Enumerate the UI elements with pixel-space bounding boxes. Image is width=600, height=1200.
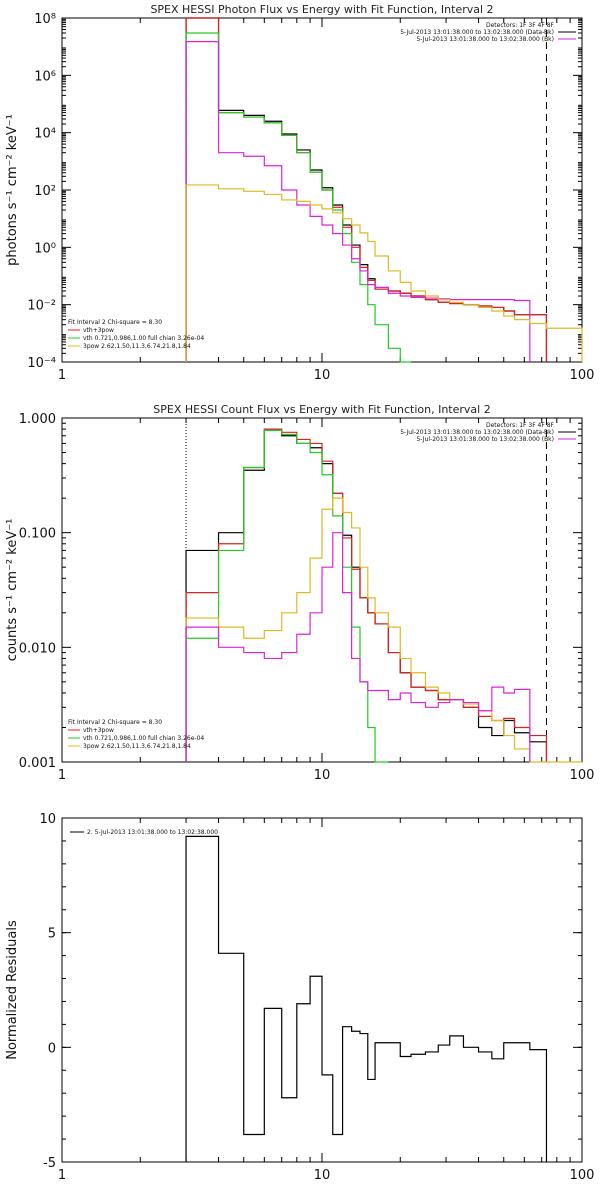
chart-panel-3: 1 10 100 -5 0 5 10 Normalized Residuals 2. 5-Jul… xyxy=(5,812,594,1183)
legend-top-entry: 5-Jul-2013 13:01:38.000 to 13:02:38.000 … xyxy=(416,36,554,43)
y-tick-label: 0.001 xyxy=(19,756,56,771)
chart-panel-1: SPEX HESSI Photon Flux vs Energy with Fi… xyxy=(5,3,594,383)
legend-top-entry: 5-Jul-2013 13:01:38.000 to 13:02:38.000 … xyxy=(400,429,554,436)
series-pow-line xyxy=(185,497,582,763)
legend-top-entry: Detectors: 1F 3F 4F 8F xyxy=(486,422,555,429)
x-tick-label: 10 xyxy=(314,1168,331,1183)
series-bk-line xyxy=(185,41,531,362)
series-vth-line xyxy=(185,32,412,363)
y-tick-label: -5 xyxy=(43,1156,56,1171)
y-axis-label: Normalized Residuals xyxy=(5,920,20,1060)
series-bk-line xyxy=(185,532,531,762)
x-tick-label: 10 xyxy=(314,368,331,383)
legend-top-entry: Detectors: 1F 3F 4F 8F xyxy=(486,22,555,29)
y-tick-label: 10⁸ xyxy=(34,12,56,27)
y-tick-label: 10 xyxy=(39,812,56,827)
series-total-line xyxy=(185,835,548,1162)
y-axis-label: photons s⁻¹ cm⁻² keV⁻¹ xyxy=(5,114,20,266)
y-tick-label: 10⁰ xyxy=(34,241,56,256)
y-tick-label: 0.010 xyxy=(19,641,56,656)
legend-bottom-entry: vth+3pow xyxy=(83,327,114,334)
x-tick-label: 100 xyxy=(570,1168,595,1183)
legend-bottom-entry: 3pow 2.62,1.50,11.3,6.74,21.8,1.84 xyxy=(83,743,191,750)
series-vth-line xyxy=(185,429,389,763)
y-tick-label: 5 xyxy=(48,927,56,942)
legend-bottom-entry: Fit Interval 2 Chi-square = 8.30 xyxy=(68,319,162,326)
x-tick-label: 1 xyxy=(58,768,66,783)
chart-title: SPEX HESSI Count Flux vs Energy with Fit… xyxy=(153,403,490,416)
x-tick-label: 1 xyxy=(58,368,66,383)
y-tick-label: 10⁻² xyxy=(27,299,56,314)
legend-bottom-entry: Fit Interval 2 Chi-square = 8.30 xyxy=(68,719,162,726)
y-axis-label: counts s⁻¹ cm⁻² keV⁻¹ xyxy=(5,519,20,662)
legend-bottom-entry: vth 0.721,0.986,1.00 full chian 3.26e-04 xyxy=(83,335,204,342)
legend-top-entry: 5-Jul-2013 13:01:38.000 to 13:02:38.000 … xyxy=(400,29,554,36)
x-tick-label: 1 xyxy=(58,1168,66,1183)
legend-bottom-entry: vth+3pow xyxy=(83,727,114,734)
y-tick-label: 10² xyxy=(34,184,56,199)
chart-title: SPEX HESSI Photon Flux vs Energy with Fi… xyxy=(150,3,493,16)
series-pow-line xyxy=(185,184,583,362)
x-tick-label: 100 xyxy=(570,768,595,783)
legend-bottom-entry: 3pow 2.62,1.50,11.3,6.74,21.8,1.84 xyxy=(83,343,191,350)
y-tick-label: 1.000 xyxy=(19,412,56,427)
y-tick-label: 0.100 xyxy=(19,527,56,542)
x-tick-label: 10 xyxy=(314,768,331,783)
legend-top-entry: 2. 5-Jul-2013 13:01:38.000 to 13:02:38.0… xyxy=(87,829,218,836)
y-tick-label: 10⁻⁴ xyxy=(27,356,56,371)
x-tick-label: 100 xyxy=(570,368,595,383)
y-tick-label: 10⁴ xyxy=(34,127,56,142)
legend-top-entry: 5-Jul-2013 13:01:38.000 to 13:02:38.000 … xyxy=(416,436,554,443)
chart-panel-2: SPEX HESSI Count Flux vs Energy with Fit… xyxy=(5,403,594,783)
y-tick-label: 10⁶ xyxy=(34,69,56,84)
legend-bottom-entry: vth 0.721,0.986,1.00 full chian 3.26e-04 xyxy=(83,735,204,742)
y-tick-label: 0 xyxy=(48,1041,56,1056)
